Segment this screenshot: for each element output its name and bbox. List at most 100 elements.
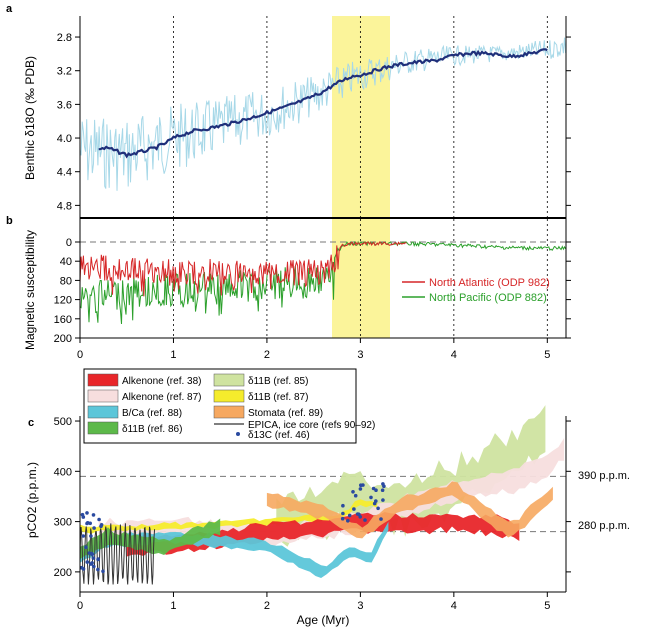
panel-b-ylabel: Magnetic susceptibility [23,230,37,350]
y-tick-label-c: 400 [54,466,72,478]
panel-a: 2.8 3.2 3.6 4.0 4.4 4.8 a Benthic δ18O (‰ PDB… [6,3,571,218]
dot-d13c [341,503,345,508]
legend-swatch [87,373,119,387]
dot-d13c [91,513,96,517]
panel-b-legend: North Atlantic (ODP 982) North Pacific (… [402,277,550,304]
series-benthic-smoothed [98,48,548,159]
dot-d13c [374,499,378,503]
panel-b-ticks: 0 40 80 120 160 200 0 1 2 3 4 5 [54,237,571,361]
series-band-stomata-ref-89- [266,481,553,539]
dot-d13c [85,521,89,526]
dot-d13c [358,487,363,491]
legend-label: δ13C (ref. 46) [248,430,310,441]
x-tick-label-c: 1 [170,600,176,612]
x-tick-label-b: 5 [544,349,550,361]
x-tick-label-c: 2 [264,600,270,612]
y-tick-label-b: 120 [54,295,72,307]
panel-a-y-ticks: 2.8 3.2 3.6 4.0 4.4 4.8 [57,32,571,212]
legend-label: Alkenone (ref. 38) [122,376,202,387]
ref-line-label-280: 280 p.p.m. [578,520,630,532]
dot-d13c [347,513,352,518]
dot-d13c [381,498,385,502]
dot-d13c [91,556,96,560]
dot-d13c [374,488,378,493]
dot-d13c [351,490,355,494]
series-band-b-ca-ref-88- [80,521,389,578]
panel-b-highlight-band [332,219,390,338]
x-tick-label-b: 1 [170,349,176,361]
x-tick-label-b: 2 [264,349,270,361]
dot-d13c [92,564,96,569]
dot-d13c [379,517,383,521]
dot-d13c [357,512,361,517]
legend-swatch [87,405,119,419]
panel-a-grid [173,16,548,218]
y-tick-label-a: 2.8 [57,32,72,44]
x-tick-label-b: 0 [77,349,83,361]
dot-d13c [84,545,88,549]
legend-label-north-pacific: North Pacific (ODP 882) [429,292,547,304]
panel-c-ticks: 200 300 400 500 0 1 2 3 4 5 [54,416,571,612]
dot-d13c [101,569,105,574]
panel-a-label: a [6,3,13,15]
y-tick-label-c: 300 [54,517,72,529]
y-tick-label-a: 3.6 [57,99,72,111]
legend-label: δ11B (ref. 86) [122,424,182,435]
dot-d13c [363,518,367,522]
panel-c-ylabel: pCO2 (p.p.m.) [25,462,39,538]
legend-entries: Alkenone (ref. 38) δ11B (ref. 85) Alkenone… [87,373,375,441]
x-tick-label-c: 4 [451,600,457,612]
y-tick-label-b: 200 [54,333,72,345]
x-tick-label-c: 3 [357,600,363,612]
legend-label: EPICA, ice core (refs 90–92) [248,420,375,431]
series-band--11b-ref-87- [80,499,378,534]
y-tick-label-b: 160 [54,314,72,326]
panel-c-series [79,405,565,585]
dot-d13c [89,551,94,556]
ref-line-label-390: 390 p.p.m. [578,470,630,482]
dot-d13c [89,534,93,538]
panel-b-frame [79,217,567,339]
dot-d13c [380,488,385,493]
y-tick-label-a: 4.4 [57,167,72,179]
dot-d13c [81,567,86,571]
dot-d13c [382,484,386,489]
legend-swatch [213,405,245,419]
legend-label: δ11B (ref. 87) [248,392,308,403]
series-north-pacific [79,240,567,325]
x-tick-label-b: 3 [357,349,363,361]
panel-c-label: c [28,417,34,429]
dot-d13c [352,507,356,511]
x-axis-label: Age (Myr) [297,613,350,627]
panel-a-highlight-band [332,16,390,218]
legend-swatch [213,389,245,403]
x-tick-label-b: 4 [451,349,457,361]
dot-d13c [353,493,358,498]
y-tick-label-a: 4.8 [57,200,72,212]
y-tick-label-b: 80 [60,275,72,287]
dot-d13c [376,506,380,511]
dot-d13c [92,526,96,530]
panel-c-legend: Alkenone (ref. 38) δ11B (ref. 85) Alkenone… [83,368,375,444]
dot-d13c [361,483,365,487]
dot-d13c [369,495,373,500]
y-tick-label-b: 40 [60,256,72,268]
legend-swatch [87,421,119,435]
series-north-atlantic [79,241,407,297]
dot-d13c [85,511,89,515]
legend-swatch [213,373,245,387]
y-tick-label-c: 500 [54,416,72,428]
dot-d13c [99,523,104,527]
dot-d13c [341,511,345,516]
x-tick-label-c: 0 [77,600,83,612]
legend-label: B/Ca (ref. 88) [122,408,182,419]
legend-swatch [87,389,119,403]
dot-d13c [96,557,100,562]
y-tick-label-c: 200 [54,567,72,579]
panel-b: 0 40 80 120 160 200 0 1 2 3 4 5 North Atlantic (ODP… [6,215,571,361]
dot-d13c [88,521,92,526]
dot-d13c [97,517,101,522]
y-tick-label-a: 3.2 [57,66,72,78]
y-tick-label-b: 0 [66,237,72,249]
